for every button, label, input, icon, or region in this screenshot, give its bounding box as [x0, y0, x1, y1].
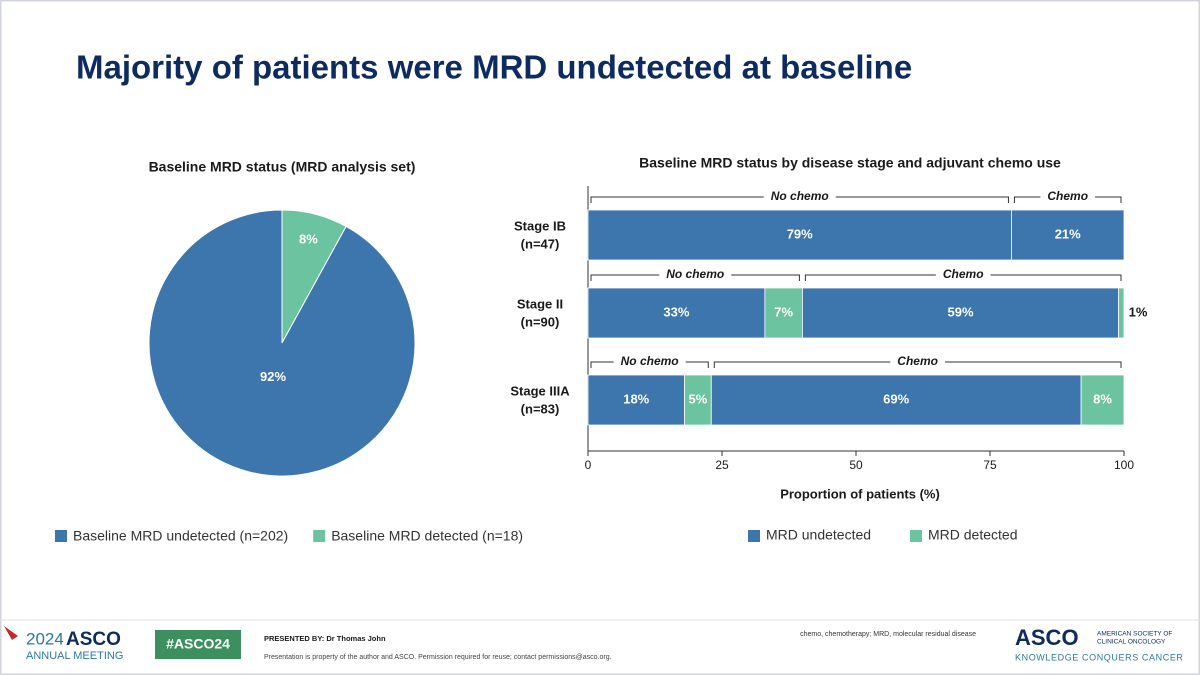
- group-label-bg: [763, 190, 836, 204]
- bar-segment: [802, 287, 1120, 339]
- legend-label: Baseline MRD undetected (n=202): [73, 528, 288, 544]
- org-name-2: CLINICAL ONCOLOGY: [1097, 639, 1166, 646]
- slide-title: Majority of patients were MRD undetected…: [76, 49, 912, 86]
- pie-title: Baseline MRD status (MRD analysis set): [149, 159, 416, 175]
- pie-value-label: 8%: [299, 231, 318, 246]
- group-label-bg: [659, 268, 732, 282]
- x-tick-label: 50: [849, 458, 863, 472]
- bar-value-label: 1%: [1129, 304, 1148, 319]
- bar-segment: [1080, 374, 1125, 426]
- x-axis-label: Proportion of patients (%): [780, 486, 940, 501]
- tagline: KNOWLEDGE CONQUERS CANCER: [1015, 652, 1184, 662]
- bar-title: Baseline MRD status by disease stage and…: [639, 155, 1061, 171]
- group-label: No chemo: [621, 354, 679, 368]
- group-label: Chemo: [897, 354, 938, 368]
- bar-segment: [764, 287, 803, 339]
- group-label-bg: [613, 355, 686, 369]
- legend-swatch: [910, 530, 922, 542]
- y-tick-label: Stage IIIA: [510, 383, 570, 398]
- hashtag-box: [155, 630, 241, 659]
- group-label: Chemo: [943, 267, 984, 281]
- bar-value-label: 18%: [623, 391, 649, 406]
- org-name-1: AMERICAN SOCIETY OF: [1097, 631, 1172, 638]
- x-tick-label: 100: [1114, 458, 1134, 472]
- bar-segment: [587, 374, 685, 426]
- bar-value-label: 7%: [774, 304, 793, 319]
- group-label-bg: [890, 355, 945, 369]
- notice: Presentation is property of the author a…: [264, 654, 612, 661]
- bar-segment: [587, 209, 1012, 261]
- bar-segment: [1011, 209, 1125, 261]
- group-label: No chemo: [666, 267, 724, 281]
- pie-value-label: 92%: [260, 369, 286, 384]
- y-tick-sublabel: (n=83): [521, 401, 560, 416]
- y-tick-sublabel: (n=47): [521, 236, 560, 251]
- x-tick-label: 0: [585, 458, 592, 472]
- legend-swatch: [748, 530, 760, 542]
- x-tick-label: 25: [715, 458, 729, 472]
- legend-label: MRD detected: [928, 527, 1017, 543]
- meeting-year: 2024: [26, 629, 64, 648]
- legend-label: Baseline MRD detected (n=18): [331, 528, 523, 544]
- bar-value-label: 69%: [883, 391, 909, 406]
- bar-segment: [587, 287, 766, 339]
- abbreviations: chemo, chemotherapy; MRD, molecular resi…: [800, 631, 976, 638]
- hashtag: #ASCO24: [166, 636, 230, 652]
- x-tick-label: 75: [983, 458, 997, 472]
- legend-swatch: [313, 530, 326, 542]
- bar-value-label: 33%: [663, 304, 689, 319]
- bar-value-label: 21%: [1055, 226, 1081, 241]
- presenter: PRESENTED BY: Dr Thomas John: [264, 634, 386, 643]
- group-label-bg: [1040, 190, 1096, 204]
- bar-segment: [710, 374, 1082, 426]
- group-label: No chemo: [771, 189, 829, 203]
- y-tick-sublabel: (n=90): [521, 314, 560, 329]
- bar-segment: [1118, 287, 1125, 339]
- meeting-sub: ANNUAL MEETING: [26, 650, 123, 662]
- legend-swatch: [55, 530, 67, 542]
- group-label-bg: [935, 268, 991, 282]
- bar-value-label: 5%: [688, 391, 707, 406]
- y-tick-label: Stage II: [517, 296, 563, 311]
- meeting-name: ASCO: [66, 629, 121, 650]
- org-logo: ASCO: [1015, 625, 1079, 650]
- y-tick-label: Stage IB: [514, 218, 566, 233]
- bar-value-label: 79%: [787, 226, 813, 241]
- group-label: Chemo: [1047, 189, 1088, 203]
- bar-value-label: 8%: [1093, 391, 1112, 406]
- logo-icon: [4, 626, 18, 640]
- legend-label: MRD undetected: [766, 527, 871, 543]
- bar-value-label: 59%: [948, 304, 974, 319]
- pie-slice: [148, 209, 416, 477]
